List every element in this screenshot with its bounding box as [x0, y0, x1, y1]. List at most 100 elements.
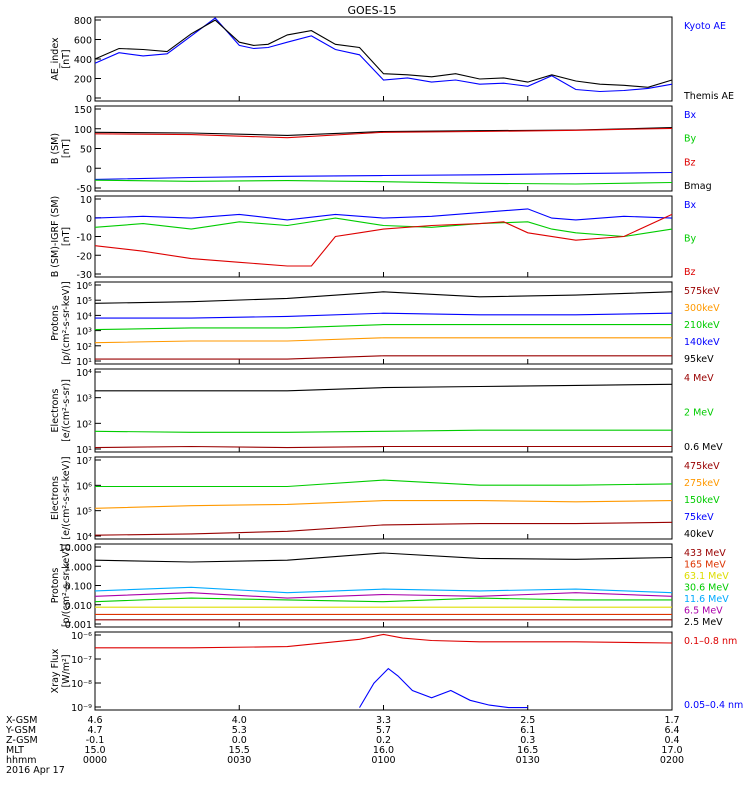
- footer-row-label: hhmm: [6, 755, 37, 766]
- ylabel-line: Xray Flux: [50, 648, 61, 693]
- legend-By: By: [684, 234, 697, 245]
- ytick-label: 10⁵: [76, 296, 92, 307]
- panel-frame: [94, 631, 673, 711]
- ytick-label: 150: [74, 105, 92, 116]
- figure-title: GOES-15: [347, 4, 396, 17]
- panel-frame: [94, 105, 673, 192]
- series-line-575keV: [95, 355, 672, 360]
- legend-0.6-MeV: 0.6 MeV: [684, 442, 723, 453]
- ytick-label: 100: [74, 125, 92, 136]
- ylabel-line: [p/(cm²-s-sr-keV)]: [61, 281, 72, 364]
- series-line-0.1–0.8-nm: [95, 633, 673, 649]
- panel-frame: [94, 16, 673, 102]
- legend-275keV: 275keV: [684, 478, 720, 489]
- ytick-label: 10³: [76, 394, 92, 405]
- ytick-label: -20: [76, 251, 92, 262]
- legend-433-MeV: 433 MeV: [684, 548, 726, 559]
- footer-value: 5.7: [376, 725, 391, 736]
- footer-value: 0130: [516, 755, 540, 766]
- ytick-label: 0.100: [65, 582, 92, 593]
- panel-protons_mev: 10.000 1.000 0.100 0.010 0.001Protons[p/(cm²…: [50, 543, 729, 631]
- legend-165-MeV: 165 MeV: [684, 560, 726, 571]
- ylabel-line: [nT]: [61, 49, 72, 68]
- footer-value: 6.1: [520, 725, 535, 736]
- legend-11.6-MeV: 11.6 MeV: [684, 594, 729, 605]
- footer-row-label: Z-GSM: [6, 735, 38, 746]
- series-line-95keV: [94, 291, 673, 304]
- ylabel-line: [W/m²]: [61, 654, 72, 687]
- series-line-Themis-AE: [94, 19, 673, 88]
- panel-frame: [94, 368, 673, 453]
- ytick-label: 10⁷: [76, 456, 92, 467]
- footer-value: 1.7: [664, 715, 679, 726]
- ylabel-line: AE_index: [50, 37, 61, 81]
- ytick-label: -10: [76, 233, 92, 244]
- ytick-label: 200: [74, 75, 92, 86]
- footer-value: 6.4: [664, 725, 679, 736]
- ylabel-line: Electrons: [50, 388, 61, 432]
- ytick-label: 10⁻⁸: [71, 679, 92, 690]
- footer-value: 0.0: [232, 735, 247, 746]
- panel-bsm: 150 100 50 0 -50 B (SM)[nT] Bx By Bz Bmag: [50, 105, 712, 195]
- legend-575keV: 575keV: [684, 286, 720, 297]
- ytick-label: 0: [86, 214, 92, 225]
- series-line-2-MeV: [94, 429, 672, 433]
- ylabel-line: [p/(cm²-s-sr-keV)]: [61, 544, 72, 627]
- footer-value: 0030: [227, 755, 251, 766]
- ytick-label: 10⁶: [76, 281, 92, 292]
- series-line-0.05–0.4-nm: [359, 667, 528, 709]
- legend-210keV: 210keV: [684, 320, 720, 331]
- series-line-Bx: [94, 208, 673, 221]
- ylabel-line: [nT]: [61, 227, 72, 246]
- series-line-0.6-MeV: [95, 383, 673, 392]
- ytick-label: 10⁶: [76, 481, 92, 492]
- series-line-Bz: [94, 213, 673, 267]
- ytick-label: 10⁻⁷: [71, 655, 92, 666]
- footer-value: 16.0: [373, 745, 394, 756]
- ytick-label: 10⁻⁶: [71, 631, 92, 642]
- ytick-label: 0.001: [65, 620, 92, 631]
- ytick-label: -50: [76, 184, 92, 195]
- ytick-label: 50: [80, 145, 92, 156]
- legend-By: By: [684, 134, 697, 145]
- series-line-150keV: [95, 479, 673, 488]
- series-line-Bz: [94, 127, 673, 139]
- ytick-label: 1.000: [65, 562, 92, 573]
- ytick-label: 10: [80, 195, 92, 206]
- footer-value: 15.0: [84, 745, 105, 756]
- series-line-2.5-MeV: [94, 552, 673, 563]
- legend-0.1–0.8-nm: 0.1–0.8 nm: [684, 636, 737, 647]
- legend-30.6-MeV: 30.6 MeV: [684, 583, 729, 594]
- ylabel: B (SM)[nT]: [50, 133, 72, 164]
- ytick-label: 0.010: [65, 601, 92, 612]
- legend-40keV: 40keV: [684, 529, 714, 540]
- panel-electrons_lo: 10⁷ 10⁶ 10⁵ 10⁴ Electrons[e/(cm²-s-sr-keV)] 4…: [50, 456, 720, 543]
- footer-value: 0.3: [520, 735, 535, 746]
- legend-150keV: 150keV: [684, 495, 720, 506]
- footer-value: 4.6: [87, 715, 102, 726]
- panel-frame: [94, 456, 673, 540]
- ytick-label: 10.000: [59, 543, 92, 554]
- legend-Themis-AE: Themis AE: [683, 91, 734, 102]
- ytick-label: 10⁻⁹: [71, 703, 92, 714]
- ylabel: Protons[p/(cm²-s-sr-keV)]: [50, 281, 72, 364]
- legend-Bz: Bz: [684, 157, 696, 168]
- ylabel: Protons[p/(cm²-s-sr-keV)]: [50, 544, 72, 627]
- ylabel: Electrons[e/(cm²-s-sr)]: [50, 379, 72, 442]
- series-line-275keV: [94, 500, 673, 509]
- legend-Bx: Bx: [684, 200, 697, 211]
- ylabel-line: [e/(cm²-s-sr)]: [61, 379, 72, 442]
- series-line-210keV: [94, 324, 672, 331]
- ytick-label: 0: [86, 164, 92, 175]
- ylabel-line: B (SM)-IGRF (SM): [50, 196, 61, 278]
- series-line-By: [94, 179, 673, 185]
- legend-2-MeV: 2 MeV: [684, 408, 714, 419]
- footer-value: 0.4: [664, 735, 679, 746]
- legend-75keV: 75keV: [684, 512, 714, 523]
- footer-value: 4.7: [87, 725, 102, 736]
- footer-value: 0100: [371, 755, 395, 766]
- footer-value: 0200: [660, 755, 684, 766]
- legend-95keV: 95keV: [684, 354, 714, 365]
